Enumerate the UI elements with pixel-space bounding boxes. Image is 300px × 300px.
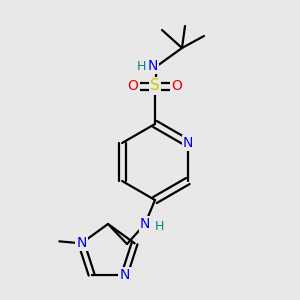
Text: N: N (183, 136, 193, 150)
Text: O: O (172, 79, 182, 93)
Text: H: H (136, 61, 146, 74)
Text: O: O (128, 79, 138, 93)
Text: N: N (119, 268, 130, 282)
Text: N: N (148, 59, 158, 73)
Text: S: S (150, 79, 160, 94)
Text: H: H (154, 220, 164, 232)
Text: N: N (76, 236, 87, 250)
Text: N: N (140, 217, 150, 231)
